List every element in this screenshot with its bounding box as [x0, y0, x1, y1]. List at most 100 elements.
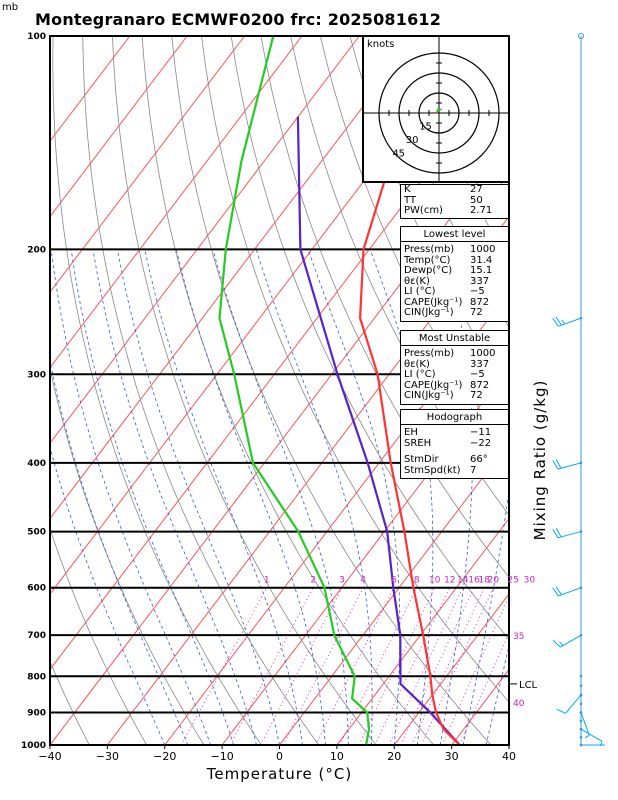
pw-value: 2.71 — [470, 205, 493, 216]
wind-level-dot — [579, 674, 583, 678]
theta-e-side-label: 35 — [513, 632, 524, 642]
wind-profile — [552, 33, 605, 747]
hodograph-unit-label: knots — [367, 39, 394, 50]
wind-level-dot — [579, 743, 583, 747]
mu-row: θε(K) 337 — [404, 358, 490, 370]
lcl-label: LCL — [519, 680, 538, 691]
moist-adiabat-line — [175, 249, 326, 745]
k-index-row: K 27 — [401, 184, 508, 196]
hodo-row: StmDir 66° — [404, 454, 488, 465]
temperature-tick-label: −10 — [211, 750, 234, 763]
temperature-tick-label: 10 — [330, 750, 344, 763]
lowest-row: CIN(Jkg⁻¹) 72 — [404, 307, 483, 318]
dry-adiabat-line — [50, 660, 90, 745]
wind-barb-flag — [584, 734, 590, 739]
mu-row: CAPE(Jkg⁻¹) 872 — [404, 379, 490, 391]
mixing-ratio-label: 18 — [478, 576, 490, 586]
temperature-tick-label: 20 — [387, 750, 401, 763]
temperature-tick-label: 40 — [502, 750, 516, 763]
dry-adiabat-line — [52, 36, 262, 745]
dry-adiabat-line — [112, 36, 377, 745]
isotherm-line — [50, 36, 245, 293]
mixing-ratio-line — [260, 587, 343, 745]
temperature-trace — [359, 36, 461, 745]
wind-level-dot — [579, 711, 583, 714]
mixing-ratio-label: 4 — [360, 576, 366, 586]
wind-barb-flag — [561, 319, 566, 325]
moist-adiabat-line — [369, 249, 434, 745]
temperature-tick-label: −20 — [153, 750, 176, 763]
wind-barb-flag — [555, 528, 562, 538]
wind-barb — [558, 587, 582, 597]
wind-level-dot — [579, 735, 583, 739]
mixing-ratio-label: 6 — [391, 576, 397, 586]
pressure-tick-label: 800 — [27, 672, 46, 682]
pressure-tick-label: 300 — [27, 370, 46, 380]
theta-e-side-label: 40 — [513, 699, 525, 709]
sounding-profiles — [218, 36, 461, 745]
parcel-trace — [296, 116, 461, 745]
wind-level-dot — [579, 719, 583, 723]
wind-barb-flag — [552, 317, 559, 327]
isotherm-line — [50, 36, 188, 218]
pressure-tick-label: 200 — [27, 245, 46, 255]
temperature-tick-label: 30 — [445, 750, 459, 763]
mixing-ratio-label: 12 — [444, 576, 455, 586]
wind-level-dot — [579, 693, 583, 697]
mu-row: CIN(Jkg⁻¹) 72 — [404, 390, 483, 401]
lowest-level-box: Lowest level Press(mb) 1000 Temp(°C) 31.4 … — [400, 226, 509, 322]
wind-level-dot — [579, 702, 583, 706]
mixing-ratio-line — [411, 587, 485, 745]
dry-adiabat-line — [230, 36, 509, 640]
lowest-row: Temp(°C) 31.4 — [404, 254, 493, 266]
dry-adiabats — [50, 36, 618, 745]
isotherm-line — [336, 517, 509, 745]
wind-level-dot — [579, 586, 583, 590]
mixing-ratio-label: 10 — [429, 576, 441, 586]
wind-level-dot — [579, 633, 583, 637]
wind-level-dot — [579, 530, 583, 533]
mixing-ratio-label: 25 — [507, 576, 518, 586]
pressure-tick-label: 600 — [27, 584, 46, 594]
dry-adiabat-line — [290, 36, 509, 516]
pressure-tick-label: 400 — [27, 459, 46, 469]
temperature-tick-label: 0 — [276, 750, 283, 763]
temperature-tick-label: −30 — [96, 750, 119, 763]
lowest-row: θε(K) 337 — [404, 275, 490, 287]
wind-barb-flag — [559, 641, 564, 646]
mixing-ratio-line — [180, 587, 268, 745]
lowest-row: CAPE(Jkg⁻¹) 872 — [404, 296, 490, 308]
isotherm-line — [508, 744, 509, 745]
pw-row: PW(cm) 2.71 — [401, 205, 508, 218]
x-axis-title: Temperature (°C) — [206, 765, 352, 783]
hodograph-ring-label: 15 — [419, 121, 432, 132]
mixing-ratio-label: 3 — [339, 576, 345, 586]
temperature-tick-label: −40 — [38, 750, 61, 763]
wind-barb — [580, 728, 603, 742]
pressure-unit-label: mb — [2, 2, 19, 13]
moist-adiabat-line — [508, 743, 509, 745]
chart-title: Montegranaro ECMWF0200 frc: 2025081612 — [35, 10, 442, 29]
dry-adiabat-line — [50, 527, 148, 745]
pressure-tick-label: 700 — [27, 631, 46, 641]
pressure-tick-label: 1000 — [21, 741, 46, 751]
isotherm-line — [50, 36, 360, 444]
mixing-ratio-label: 8 — [414, 576, 420, 586]
moist-adiabat-line — [50, 445, 166, 745]
hodograph-trace-low — [436, 111, 439, 114]
dry-adiabat-line — [558, 36, 618, 745]
mixing-ratio-line — [441, 595, 509, 745]
isotherms — [50, 36, 509, 745]
wind-barb-flag — [552, 460, 559, 470]
moist-adiabats — [50, 249, 509, 745]
indices-box: K 27 TT 50 PW(cm) 2.71 — [400, 184, 509, 219]
mixing-ratio-label: 14 — [457, 576, 469, 586]
wind-barb — [558, 317, 582, 327]
moist-adiabat-line — [212, 249, 349, 745]
most-unstable-box: Most Unstable Press(mb) 1000 θε(K) 337 LI … — [400, 330, 509, 405]
moist-adiabat-line — [462, 487, 509, 745]
wind-barb-flag — [555, 586, 563, 596]
